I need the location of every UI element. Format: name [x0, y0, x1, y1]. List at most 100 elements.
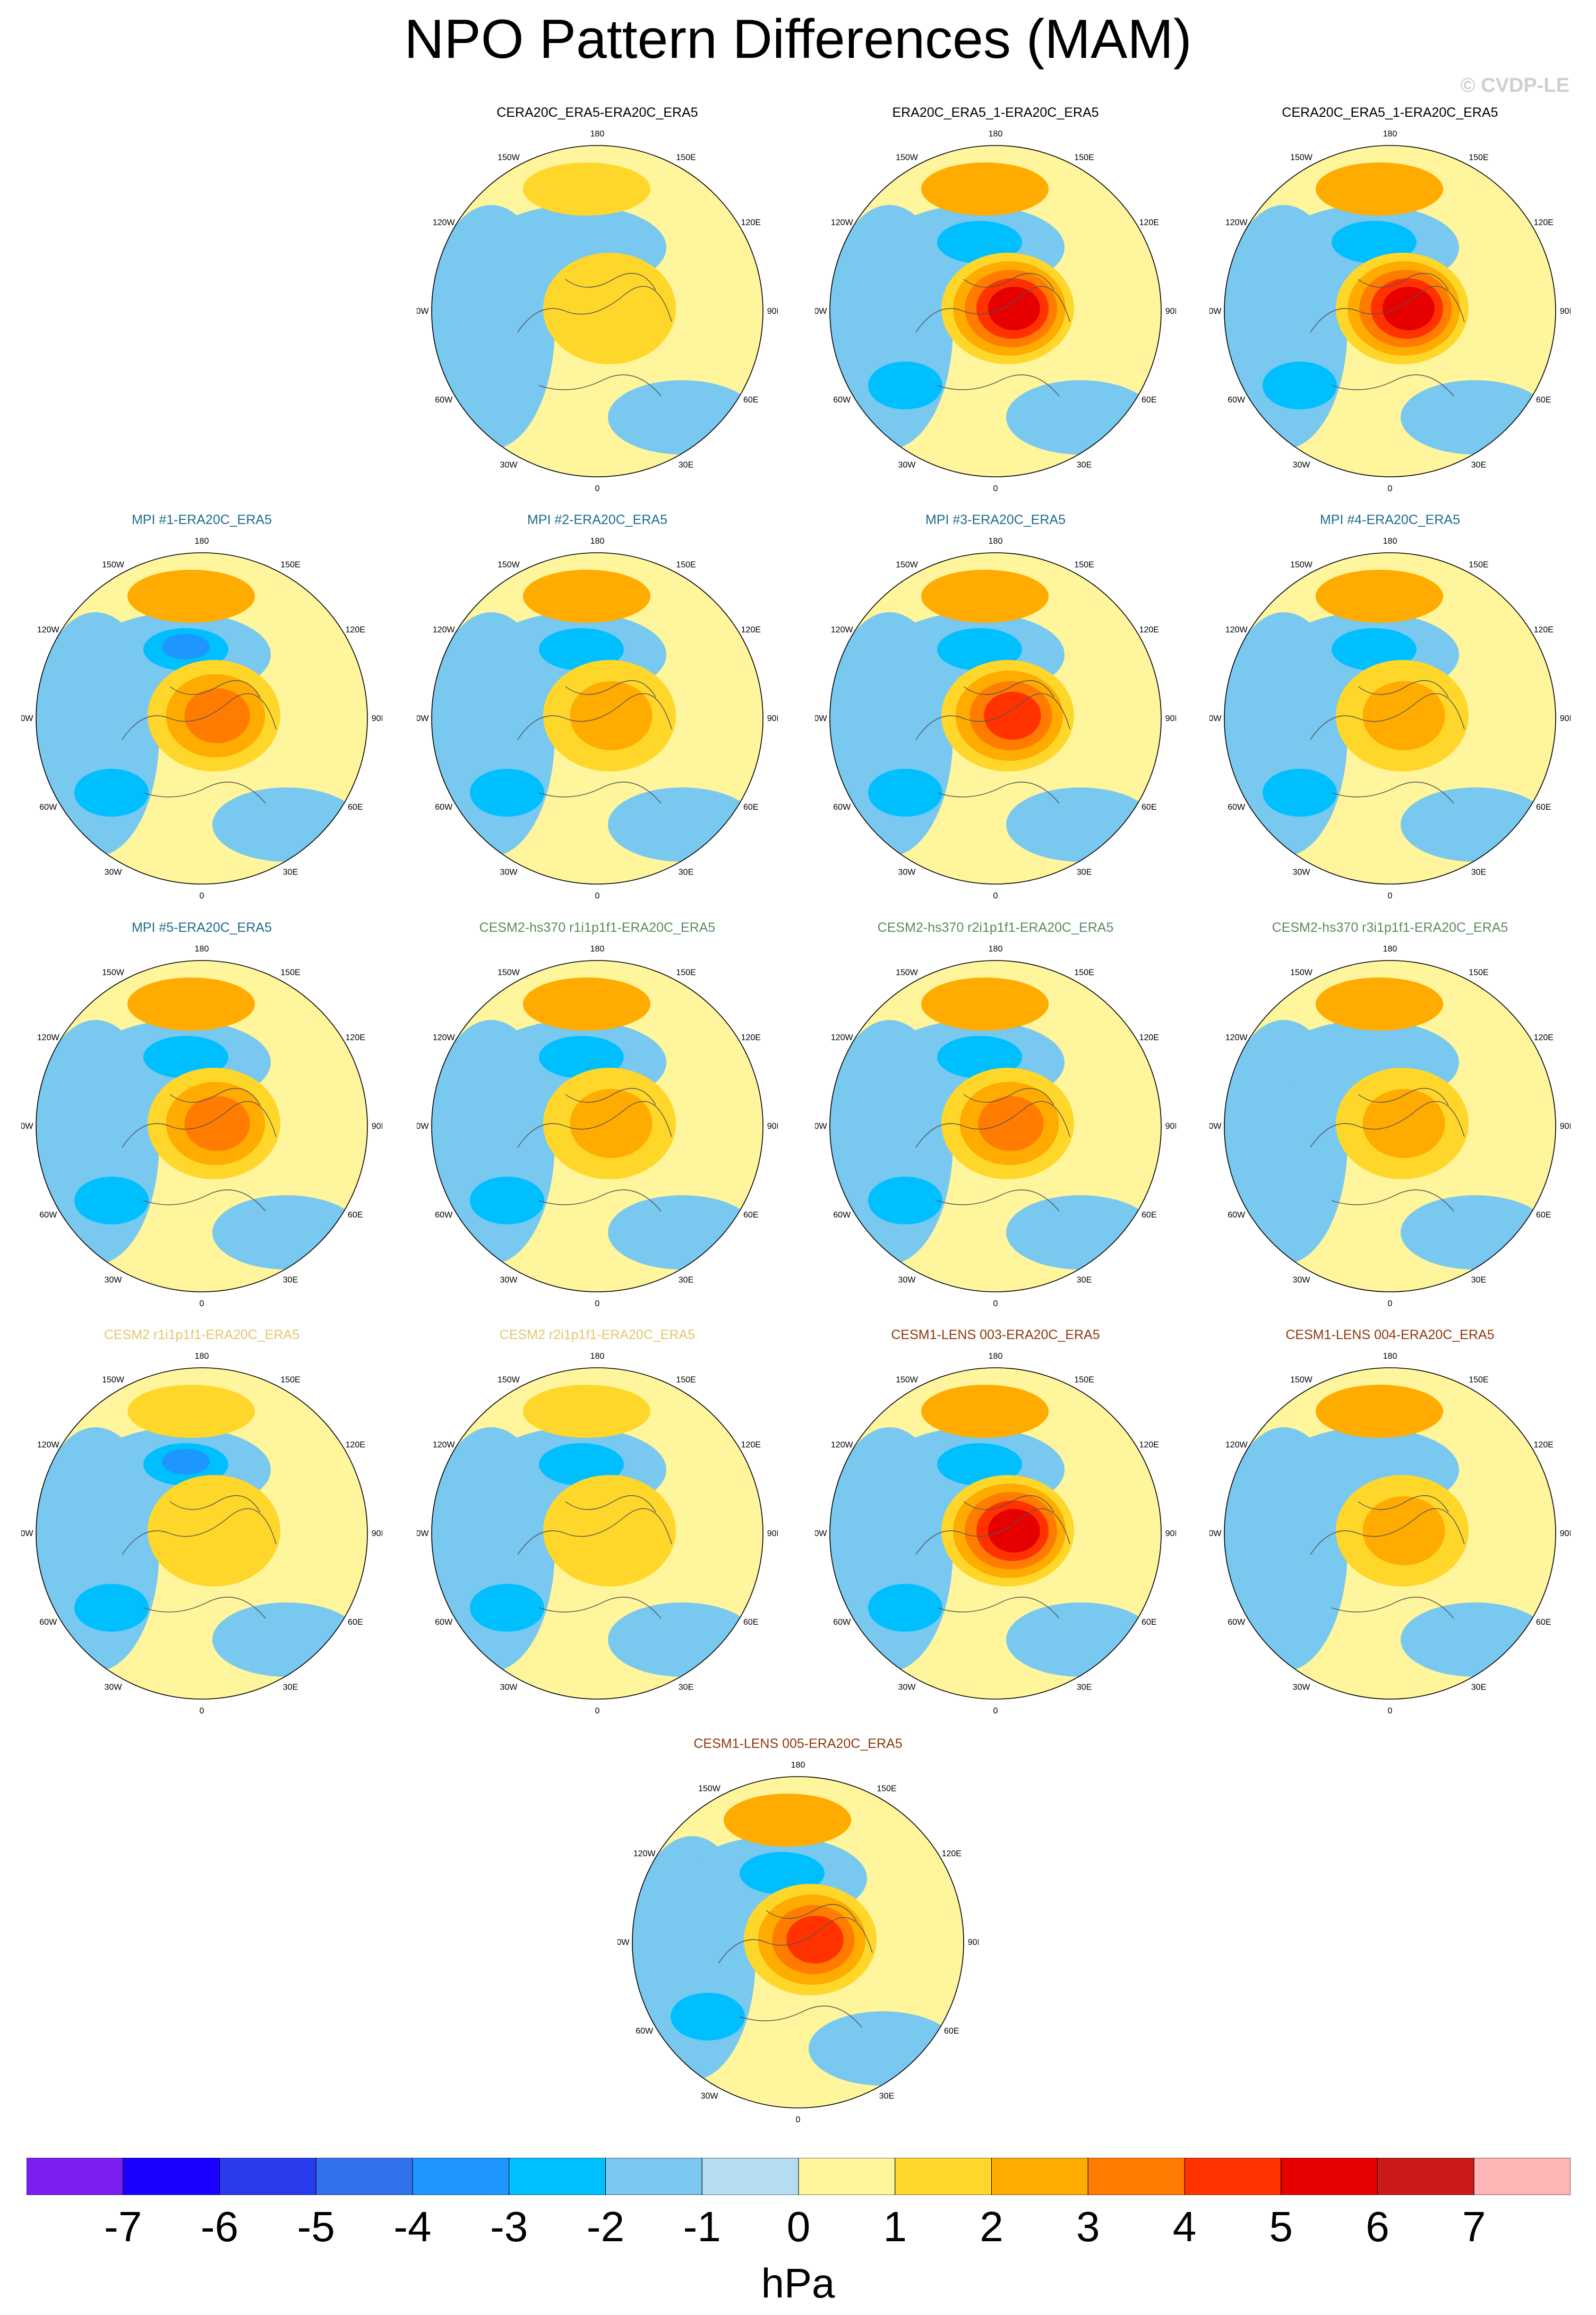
longitude-label: 150W — [1290, 968, 1313, 978]
longitude-label: 120W — [831, 1033, 854, 1042]
longitude-label: 180 — [195, 537, 209, 546]
longitude-label: 60W — [636, 2027, 654, 2036]
longitude-label: 60W — [435, 396, 453, 405]
colorbar-swatch — [1184, 2158, 1282, 2195]
longitude-label: 60W — [39, 1618, 57, 1627]
longitude-label: 60E — [743, 1211, 758, 1220]
longitude-label: 90W — [1209, 1529, 1222, 1538]
longitude-label: 120E — [741, 218, 761, 227]
longitude-label: 150E — [280, 1376, 300, 1385]
longitude-label: 120W — [831, 218, 854, 227]
longitude-label: 180 — [590, 537, 605, 546]
longitude-label: 30E — [283, 868, 298, 877]
longitude-label: 90W — [815, 307, 827, 316]
map-panel: CESM2-hs370 r1i1p1f1-ERA20C_ERA5 180 150E 1… — [417, 920, 778, 1313]
longitude-label: 90E — [1165, 1529, 1176, 1538]
polar-map: 180 150E 120E 90E 60E 30E 0 30W 60W 90W 120W 150W — [1209, 537, 1571, 901]
longitude-label: 150E — [1469, 561, 1488, 570]
longitude-label: 120W — [1225, 625, 1248, 635]
colorbar-swatch — [219, 2158, 316, 2195]
longitude-label: 60W — [833, 396, 851, 405]
longitude-label: 60W — [1228, 1211, 1246, 1220]
polar-map: 180 150E 120E 90E 60E 30E 0 30W 60W 90W 120W 150W — [417, 130, 778, 493]
longitude-label: 150E — [1074, 968, 1094, 978]
map-panel: CESM1-LENS 003-ERA20C_ERA5 180 150E 120E 90E… — [815, 1327, 1176, 1720]
longitude-label: 120W — [433, 625, 456, 635]
colorbar-tick-label: 2 — [980, 2203, 1003, 2250]
longitude-label: 0 — [595, 891, 600, 901]
longitude-label: 30E — [1077, 1275, 1092, 1284]
longitude-label: 0 — [993, 1707, 998, 1716]
panel-title: CESM1-LENS 003-ERA20C_ERA5 — [891, 1327, 1100, 1342]
longitude-label: 180 — [989, 1352, 1003, 1361]
longitude-label: 60E — [1536, 1211, 1551, 1220]
polar-map: 180 150E 120E 90E 60E 30E 0 30W 60W 90W 120W 150W — [815, 537, 1176, 901]
longitude-label: 120W — [433, 1441, 456, 1450]
longitude-label: 60E — [1142, 1211, 1156, 1220]
colorbar-tick-label: 0 — [786, 2203, 811, 2250]
colorbar-swatch — [27, 2158, 124, 2195]
colorbar-swatch — [1087, 2158, 1185, 2195]
longitude-label: 120E — [1534, 218, 1554, 227]
longitude-label: 90W — [617, 1938, 630, 1947]
longitude-label: 60E — [743, 1618, 758, 1627]
longitude-label: 90E — [767, 1529, 778, 1538]
longitude-label: 90W — [815, 1529, 827, 1538]
longitude-label: 30W — [701, 2091, 719, 2100]
longitude-label: 60W — [833, 1618, 851, 1627]
longitude-label: 60E — [348, 1618, 363, 1627]
map-panel: CERA20C_ERA5-ERA20C_ERA5 180 150E 120E 90E 60… — [417, 105, 778, 498]
longitude-label: 30E — [1471, 868, 1486, 877]
polar-map: 180 150E 120E 90E 60E 30E 0 30W 60W 90W 120W 150W — [617, 1761, 979, 2124]
longitude-label: 180 — [195, 945, 209, 954]
longitude-label: 90W — [1209, 1122, 1222, 1131]
longitude-label: 150E — [676, 561, 696, 570]
longitude-label: 30W — [1293, 460, 1311, 469]
longitude-label: 150W — [497, 561, 520, 570]
longitude-label: 90E — [372, 1529, 382, 1538]
longitude-label: 90E — [1560, 307, 1571, 316]
longitude-label: 60W — [39, 1211, 57, 1220]
longitude-label: 120E — [1534, 1441, 1554, 1450]
longitude-label: 30W — [105, 1683, 123, 1692]
longitude-label: 120E — [1139, 1033, 1159, 1042]
polar-map: 180 150E 120E 90E 60E 30E 0 30W 60W 90W 120W 150W — [417, 945, 778, 1308]
longitude-label: 90W — [417, 1122, 429, 1131]
longitude-label: 30E — [679, 1683, 693, 1692]
longitude-label: 30E — [879, 2091, 894, 2100]
longitude-label: 90E — [372, 1122, 382, 1131]
polar-map: 180 150E 120E 90E 60E 30E 0 30W 60W 90W 120W 150W — [815, 945, 1176, 1308]
colorbar-tick-label: 3 — [1076, 2203, 1100, 2250]
longitude-label: 150W — [102, 1376, 125, 1385]
longitude-label: 60W — [435, 1618, 453, 1627]
longitude-label: 30W — [500, 1683, 518, 1692]
panel-title: ERA20C_ERA5_1-ERA20C_ERA5 — [892, 105, 1099, 120]
longitude-label: 120W — [433, 1033, 456, 1042]
longitude-label: 0 — [200, 1299, 204, 1308]
longitude-label: 30W — [898, 868, 916, 877]
longitude-label: 180 — [1383, 945, 1397, 954]
longitude-label: 90W — [417, 714, 429, 723]
longitude-label: 30E — [1471, 460, 1486, 469]
longitude-label: 60E — [1142, 803, 1156, 812]
longitude-label: 90E — [767, 714, 778, 723]
longitude-label: 150E — [676, 153, 696, 162]
longitude-label: 0 — [1388, 1299, 1393, 1308]
longitude-label: 150E — [1074, 561, 1094, 570]
longitude-label: 90W — [21, 1122, 33, 1131]
longitude-label: 120E — [741, 1033, 761, 1042]
map-panel: CESM1-LENS 005-ERA20C_ERA5 180 150E 120E 90E… — [617, 1736, 979, 2129]
map-panel: MPI #4-ERA20C_ERA5 180 150E 120E 90E 60E 30E 0 3… — [1209, 512, 1571, 905]
panel-title: CESM1-LENS 005-ERA20C_ERA5 — [693, 1736, 903, 1751]
longitude-label: 0 — [595, 484, 600, 493]
panel-title: CESM2-hs370 r1i1p1f1-ERA20C_ERA5 — [479, 920, 716, 935]
panel-title: CERA20C_ERA5_1-ERA20C_ERA5 — [1282, 105, 1498, 120]
longitude-label: 150W — [896, 1376, 919, 1385]
longitude-label: 150E — [877, 1785, 896, 1794]
longitude-label: 30E — [1077, 868, 1092, 877]
polar-map: 180 150E 120E 90E 60E 30E 0 30W 60W 90W 120W 150W — [417, 1352, 778, 1716]
longitude-label: 60W — [435, 1211, 453, 1220]
longitude-label: 120W — [633, 1849, 656, 1858]
longitude-label: 120W — [1225, 218, 1248, 227]
longitude-label: 0 — [993, 1299, 998, 1308]
